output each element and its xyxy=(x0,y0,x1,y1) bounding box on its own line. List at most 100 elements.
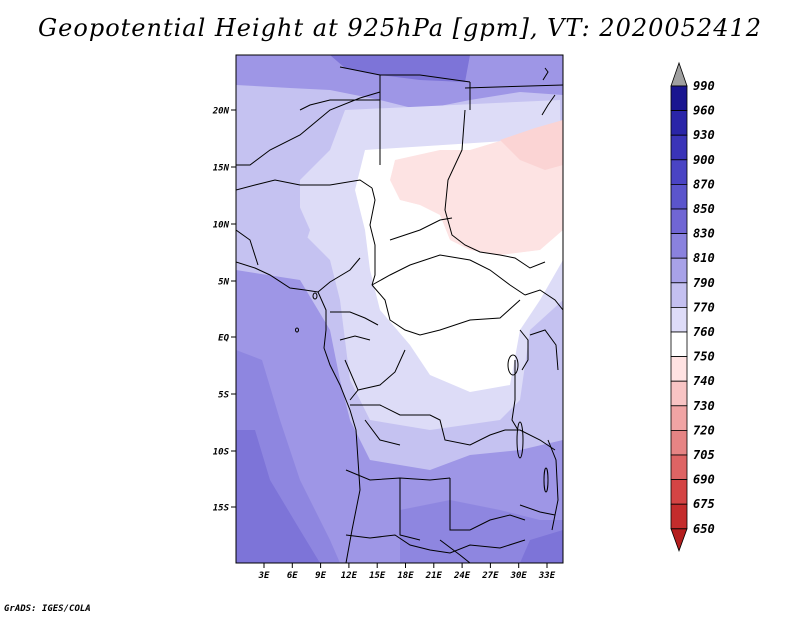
border-line xyxy=(439,539,471,563)
colorbar-box xyxy=(670,503,688,530)
border-line xyxy=(371,284,521,336)
field-west-light xyxy=(236,180,310,265)
border-line xyxy=(236,91,381,166)
colorbar-level-label: 650 xyxy=(693,522,715,536)
lon-tick-label: 27E xyxy=(481,571,499,581)
colorbar-level-label: 790 xyxy=(693,276,715,290)
grads-credit: GrADS: IGES/COLA xyxy=(4,604,91,614)
border-line xyxy=(236,179,373,191)
colorbar-level-label: 720 xyxy=(693,423,715,437)
island-bioko xyxy=(312,292,318,300)
coast-nile-delta xyxy=(541,94,556,116)
latitude-axis: 20N 15N 10N 5N EQ 5S 10S 15S xyxy=(212,107,236,514)
colorbar-box xyxy=(670,306,688,333)
field-southwest-deep xyxy=(236,430,320,563)
lon-tick-label: 33E xyxy=(538,571,556,581)
chart-title: Geopotential Height at 925hPa [gpm], VT:… xyxy=(38,14,762,42)
colorbar-level-label: 960 xyxy=(693,104,715,118)
border-line xyxy=(524,289,563,311)
colorbar-bottom-arrow xyxy=(670,528,688,552)
border-line xyxy=(236,261,319,293)
colorbar-level-label: 730 xyxy=(693,399,715,413)
colorbar-level-label: 760 xyxy=(693,325,715,339)
border-line xyxy=(330,311,379,326)
colorbar-box xyxy=(670,233,688,259)
border-line xyxy=(389,217,453,241)
colorbar-level-label: 770 xyxy=(693,300,715,314)
colorbar-box xyxy=(670,85,688,112)
border-line xyxy=(399,478,421,541)
field-south-mid xyxy=(236,270,563,563)
lon-tick-label: 21E xyxy=(425,571,443,581)
colorbar-level-label: 870 xyxy=(693,177,715,191)
border-line xyxy=(444,109,546,269)
lon-tick-label: 24E xyxy=(453,571,471,581)
colorbar-level-label: 930 xyxy=(693,128,715,142)
lon-tick-label: 9E xyxy=(315,571,326,581)
lat-tick-label: 20N xyxy=(212,107,230,117)
lon-tick-label: 3E xyxy=(258,571,270,581)
colorbar-box xyxy=(670,454,688,481)
border-line xyxy=(350,404,506,446)
lake-tanganyika xyxy=(516,421,524,459)
island-sao-tome xyxy=(295,327,299,333)
lon-tick-label: 18E xyxy=(397,571,414,581)
lat-tick-label: 10S xyxy=(213,448,230,458)
border-line xyxy=(357,349,406,391)
border-line xyxy=(364,419,401,446)
border-line xyxy=(529,329,559,371)
lat-tick-label: 15S xyxy=(213,504,230,514)
lon-tick-label: 12E xyxy=(341,571,358,581)
border-line xyxy=(345,534,526,554)
lon-tick-label: 6E xyxy=(287,571,298,581)
colorbar-box xyxy=(670,380,688,407)
map-frame xyxy=(235,54,564,564)
colorbar-box xyxy=(670,331,688,358)
border-line xyxy=(519,329,529,371)
colorbar-box xyxy=(670,429,688,456)
border-line xyxy=(449,478,526,531)
colorbar-top-arrow xyxy=(670,61,688,87)
colorbar-level-label: 740 xyxy=(693,374,715,388)
colorbar-level-label: 900 xyxy=(693,153,715,167)
colorbar-level-label: 810 xyxy=(693,251,715,265)
lake-victoria xyxy=(507,354,519,376)
border-line xyxy=(317,257,361,293)
lake-malawi xyxy=(543,467,549,493)
colorbar-box xyxy=(670,134,688,161)
lat-tick-label: EQ xyxy=(218,334,229,344)
border-line xyxy=(299,99,380,111)
colorbar-box xyxy=(670,159,688,185)
colorbar: 990 960 930 900 870 850 830 810 790 770 760 750 740 7… xyxy=(670,61,715,552)
border-line xyxy=(505,429,556,451)
colorbar-level-label: 705 xyxy=(693,448,715,462)
border-line xyxy=(371,254,526,296)
colorbar-box xyxy=(670,282,688,308)
colorbar-box xyxy=(670,183,688,210)
colorbar-level-label: 850 xyxy=(693,202,715,216)
lat-tick-label: 5N xyxy=(218,278,229,288)
lat-tick-label: 15N xyxy=(213,164,230,174)
colorbar-box xyxy=(670,356,688,382)
colorbar-box xyxy=(670,405,688,431)
coast-red-sea xyxy=(542,67,549,81)
colorbar-level-label: 750 xyxy=(693,350,715,364)
border-line xyxy=(339,335,371,341)
field-southeast xyxy=(400,500,563,563)
lat-tick-label: 10N xyxy=(213,221,230,231)
country-borders xyxy=(236,66,563,563)
colorbar-level-label: 990 xyxy=(693,79,715,93)
colorbar-box xyxy=(670,257,688,284)
lon-tick-label: 30E xyxy=(510,571,528,581)
border-line xyxy=(236,229,259,266)
border-line xyxy=(317,291,361,563)
lon-tick-label: 15E xyxy=(369,571,386,581)
colorbar-level-label: 690 xyxy=(693,473,715,487)
colorbar-box xyxy=(670,479,688,505)
longitude-axis: 3E 6E 9E 12E 15E 18E 21E 24E 27E 30E 33E xyxy=(258,563,556,581)
border-line xyxy=(464,84,563,89)
border-line xyxy=(519,504,556,516)
border-line xyxy=(339,66,471,83)
colorbar-box xyxy=(670,208,688,235)
